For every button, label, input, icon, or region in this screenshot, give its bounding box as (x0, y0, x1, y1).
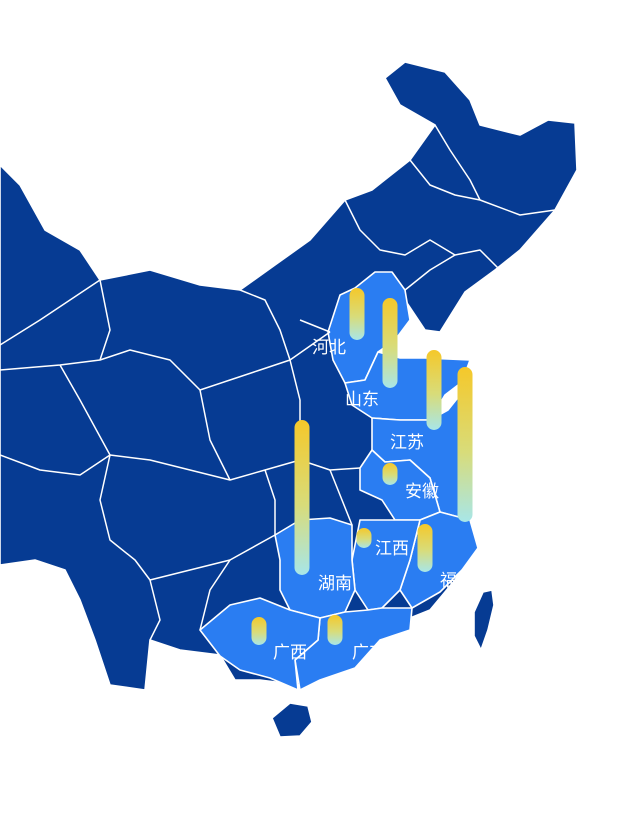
hainan-region (271, 702, 313, 738)
label-guangdong: 广东 (352, 643, 386, 663)
label-guangxi: 广西 (273, 643, 307, 663)
label-jiangsu: 江苏 (390, 433, 424, 453)
bar-shanghai[interactable] (457, 367, 473, 522)
province-labels: 河北 山东 江苏 安徽 江西 湖南 福 广西 广东 (273, 338, 457, 663)
label-hunan: 湖南 (318, 574, 352, 594)
bar-beijing[interactable] (349, 288, 365, 340)
bar-tianjin[interactable] (382, 298, 398, 388)
bar-hubei[interactable] (294, 420, 310, 575)
bar-guangdong[interactable] (327, 615, 343, 645)
data-bars (251, 288, 473, 645)
bar-jiangsu-north[interactable] (426, 350, 442, 430)
label-jiangxi: 江西 (375, 539, 409, 559)
bar-fujian[interactable] (417, 524, 433, 572)
bar-anhui[interactable] (382, 463, 398, 485)
label-anhui: 安徽 (405, 482, 439, 502)
hunan-region (274, 517, 356, 619)
province-borders (0, 124, 556, 641)
taiwan-region (473, 589, 495, 651)
label-shandong: 山东 (345, 390, 379, 410)
label-fujian: 福 (440, 571, 457, 591)
bar-jiangxi[interactable] (356, 528, 372, 548)
label-hebei: 河北 (312, 338, 346, 358)
bar-guangxi[interactable] (251, 617, 267, 645)
